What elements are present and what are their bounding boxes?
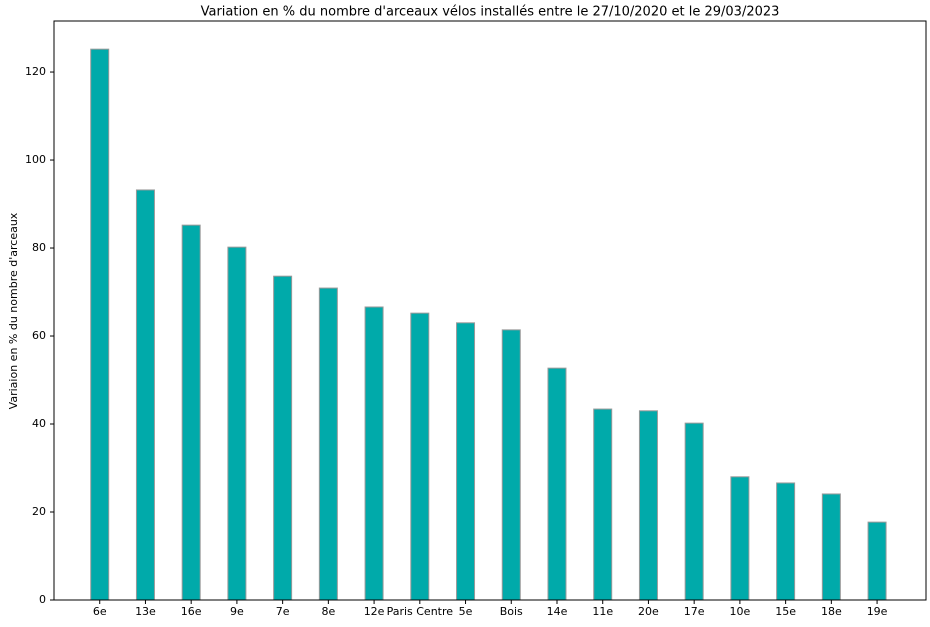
chart-title: Variation en % du nombre d'arceaux vélos… xyxy=(201,5,780,20)
bar xyxy=(227,246,247,601)
bar xyxy=(730,476,750,601)
x-tick-label: 6e xyxy=(93,605,107,618)
y-tick-label: 80 xyxy=(32,241,46,254)
bar xyxy=(501,329,521,601)
bar xyxy=(135,189,155,601)
x-tick-label: 17e xyxy=(684,605,705,618)
bar xyxy=(364,306,384,601)
bar xyxy=(547,367,567,601)
y-tick-label: 60 xyxy=(32,329,46,342)
x-tick-label: 16e xyxy=(181,605,202,618)
x-tick-label: Paris Centre xyxy=(387,605,454,618)
y-tick-label: 20 xyxy=(32,505,46,518)
x-tick-label: 18e xyxy=(821,605,842,618)
x-tick-label: 7e xyxy=(276,605,290,618)
y-tick-label: 100 xyxy=(25,153,46,166)
bar xyxy=(867,521,887,601)
x-tick-label: 14e xyxy=(547,605,568,618)
bar xyxy=(181,224,201,601)
y-axis-label: Variaion en % du nombre d'arceaux xyxy=(7,212,20,409)
y-tick-label: 120 xyxy=(25,65,46,78)
x-tick-label: 8e xyxy=(321,605,335,618)
y-tick-label: 40 xyxy=(32,417,46,430)
bar xyxy=(593,408,613,601)
bar xyxy=(273,275,293,601)
plot-frame xyxy=(53,20,927,601)
bar xyxy=(776,482,796,601)
bar xyxy=(456,322,476,601)
x-tick-label: 20e xyxy=(638,605,659,618)
x-tick-label: 11e xyxy=(592,605,613,618)
x-tick-label: 5e xyxy=(459,605,473,618)
x-tick-label: 12e xyxy=(364,605,385,618)
y-tick-label: 0 xyxy=(39,593,46,606)
x-tick-label: 9e xyxy=(230,605,244,618)
x-tick-label: 15e xyxy=(775,605,796,618)
bar xyxy=(638,410,658,601)
x-tick-label: 10e xyxy=(730,605,751,618)
bar xyxy=(684,422,704,601)
bar xyxy=(410,312,430,601)
x-tick-label: Bois xyxy=(500,605,523,618)
x-tick-label: 13e xyxy=(135,605,156,618)
x-tick-label: 19e xyxy=(867,605,888,618)
bar xyxy=(318,287,338,601)
bar xyxy=(90,48,110,601)
bar xyxy=(821,493,841,601)
